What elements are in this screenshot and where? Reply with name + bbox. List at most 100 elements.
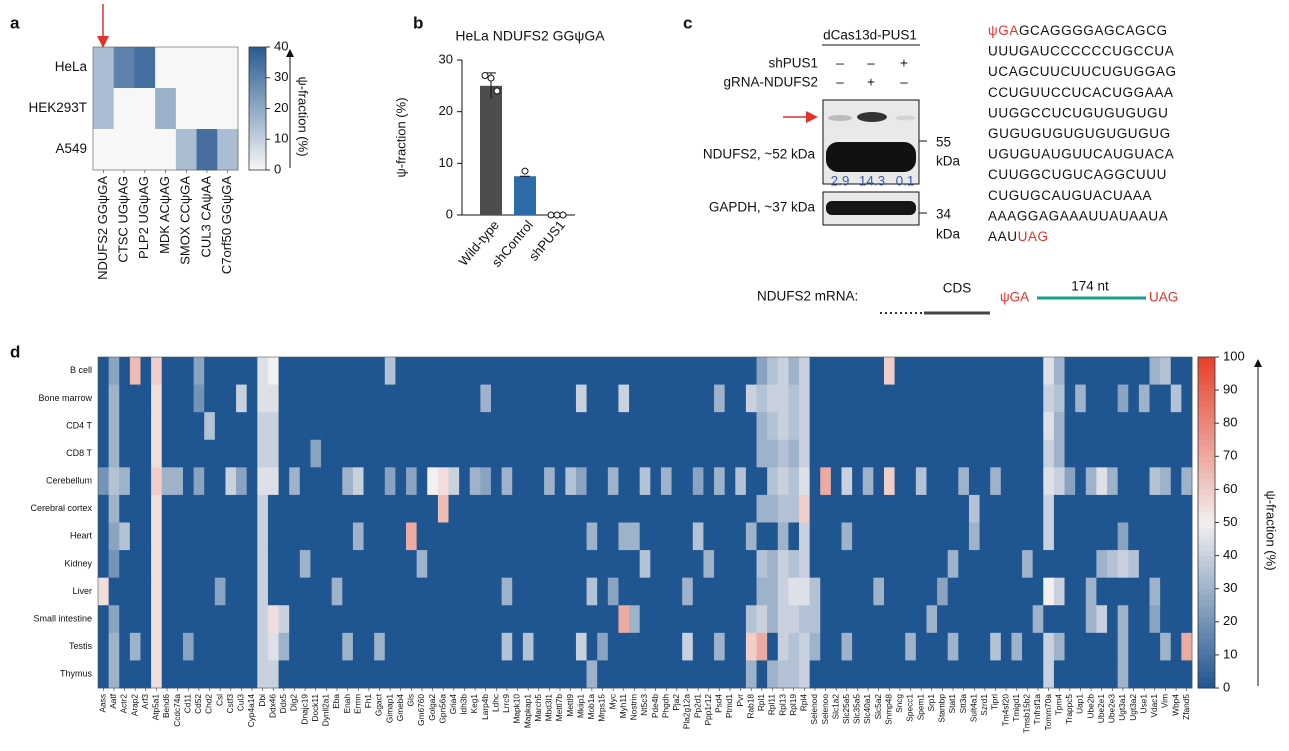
cell — [1096, 439, 1108, 468]
cell — [926, 357, 938, 385]
cell — [108, 550, 120, 579]
cell — [1075, 412, 1087, 441]
cell — [767, 522, 779, 551]
cell — [204, 660, 216, 689]
cell — [756, 467, 768, 496]
cell — [1064, 439, 1076, 468]
cell — [629, 412, 641, 441]
cell — [267, 550, 279, 579]
cell — [629, 494, 641, 523]
column-label: Vdac1 — [1149, 694, 1159, 718]
cell — [469, 605, 481, 634]
cell — [735, 550, 747, 579]
sequence-text: UGUGUAUGUUCAUGUACA — [988, 146, 1174, 161]
column-label: Ddx5 — [278, 694, 288, 714]
cell — [788, 522, 800, 551]
cell — [501, 494, 513, 523]
colorbar-tick-label: 20 — [1223, 613, 1237, 628]
cell — [788, 439, 800, 468]
cell — [1149, 467, 1161, 496]
cell — [155, 47, 177, 89]
cell — [1011, 357, 1023, 385]
cell — [714, 467, 726, 496]
cell — [915, 550, 927, 579]
cell — [1170, 357, 1182, 385]
column-label: Slc1a2 — [830, 694, 840, 720]
cell — [490, 550, 503, 579]
column-label: Actr2 — [119, 694, 129, 714]
cell — [196, 88, 218, 130]
cell — [1117, 550, 1129, 579]
cell — [979, 550, 991, 579]
cell — [714, 632, 726, 661]
cell — [830, 522, 842, 551]
column-label: Pp2d1 — [692, 694, 702, 718]
colorbar-step — [1198, 500, 1215, 507]
cell — [968, 384, 980, 413]
colorbar-tick-label: 60 — [1223, 481, 1237, 496]
cell — [809, 605, 821, 634]
cell — [905, 412, 917, 441]
colorbar-label: ψ-fraction (%) — [296, 76, 311, 156]
cell — [915, 412, 927, 441]
cell — [586, 467, 598, 496]
column-label: Tpm4 — [1053, 694, 1063, 716]
cell — [544, 605, 556, 634]
cell — [1138, 439, 1150, 468]
cell — [671, 384, 683, 413]
cell — [968, 660, 980, 689]
cell — [905, 660, 917, 689]
cell — [331, 605, 343, 634]
cell — [427, 660, 439, 689]
cell — [512, 384, 524, 413]
cell — [161, 577, 173, 606]
cell — [1096, 605, 1108, 634]
cell — [586, 522, 598, 551]
cell — [278, 577, 290, 606]
colorbar-step — [1198, 550, 1215, 557]
cell — [1064, 522, 1076, 551]
sign: – — [900, 75, 908, 90]
cell — [267, 632, 279, 661]
cell — [703, 357, 715, 385]
cell — [1022, 384, 1034, 413]
cell — [979, 357, 991, 385]
colorbar-step — [249, 165, 266, 169]
cell — [427, 550, 439, 579]
data-point — [481, 72, 489, 79]
cell — [522, 550, 534, 579]
colorbar-step — [1198, 417, 1215, 424]
cell — [331, 467, 343, 496]
cell — [448, 550, 460, 579]
cell — [182, 577, 194, 606]
cell — [384, 357, 396, 385]
cell — [873, 522, 885, 551]
column-label: CUL3 CAψAA — [198, 176, 213, 258]
cell — [512, 467, 524, 496]
cell — [119, 357, 131, 385]
cell — [1149, 412, 1161, 441]
cell — [225, 467, 237, 496]
cell — [108, 467, 120, 496]
cell — [522, 660, 534, 689]
cell — [565, 550, 577, 579]
cell — [1000, 660, 1012, 689]
colorbar-step — [1198, 406, 1215, 413]
cell — [193, 577, 205, 606]
cell — [799, 577, 811, 606]
colorbar-step — [1198, 594, 1215, 601]
colorbar-step — [1198, 445, 1215, 452]
cell — [735, 412, 747, 441]
column-label: Ddx46 — [267, 694, 277, 718]
colorbar-step — [249, 71, 266, 75]
cell — [915, 357, 927, 385]
cell — [437, 412, 449, 441]
cell — [469, 384, 481, 413]
cell — [1181, 660, 1193, 689]
column-label: Dlg2 — [289, 694, 299, 711]
cell — [172, 439, 184, 468]
cell — [586, 660, 598, 689]
cell — [257, 357, 269, 385]
column-label: Rpl13 — [777, 694, 787, 716]
column-label: Myc — [607, 694, 617, 709]
